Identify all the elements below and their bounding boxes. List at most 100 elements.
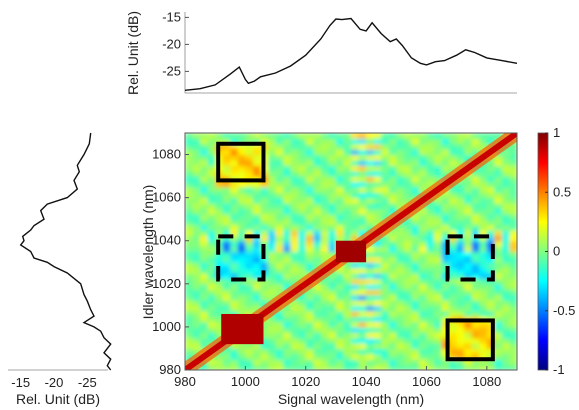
heatmap-cell (418, 273, 428, 280)
heatmap-cell (185, 321, 194, 328)
heatmap-cell (388, 181, 397, 188)
heatmap-cell (358, 321, 367, 328)
heatmap-cell (222, 294, 231, 301)
heatmap-cell (486, 359, 495, 366)
heatmap-cell (275, 224, 284, 231)
heatmap-cell (313, 138, 322, 145)
heatmap-cell (328, 154, 337, 161)
heatmap-cell (434, 159, 443, 166)
heatmap-cell (441, 289, 450, 296)
heatmap-cell (305, 138, 314, 145)
heatmap-cell (441, 299, 450, 306)
heatmap-cell (441, 283, 450, 290)
heatmap-cell (335, 181, 345, 188)
heatmap-cell (494, 289, 503, 296)
heatmap-cell (464, 321, 473, 328)
heatmap-cell (449, 203, 458, 210)
heatmap-cell (479, 197, 488, 204)
heatmap-cell (479, 203, 488, 210)
heatmap-cell (471, 192, 480, 199)
heatmap-cell (215, 186, 224, 193)
heatmap-cell (283, 316, 292, 323)
heatmap-cell (185, 294, 194, 301)
heatmap-cell (320, 278, 329, 285)
heatmap-cell (479, 267, 488, 274)
heatmap-cell (418, 337, 428, 344)
heatmap-cell (501, 154, 511, 161)
heatmap-cell (471, 229, 480, 236)
heatmap-cell (252, 294, 262, 301)
heatmap-cell (237, 149, 246, 156)
heatmap-cell (283, 273, 292, 280)
top-spectrum-line (184, 17, 518, 91)
heatmap-cell (471, 208, 480, 215)
heatmap-cell (509, 165, 517, 172)
heatmap-cell (343, 267, 352, 274)
heatmap-cell (479, 262, 488, 269)
heatmap-cell (328, 353, 337, 360)
heatmap-cell (388, 176, 397, 183)
heatmap-cell (215, 262, 224, 269)
heatmap-cell (192, 289, 201, 296)
heatmap-cell (486, 283, 495, 290)
heatmap-cell (305, 203, 314, 210)
heatmap-cell (290, 203, 299, 210)
heatmap-cell (207, 294, 216, 301)
heatmap-cell (381, 310, 390, 317)
heatmap-cell (275, 262, 284, 269)
heatmap-cell (351, 219, 360, 226)
heatmap-cell (509, 299, 517, 306)
heatmap-cell (192, 246, 201, 253)
heatmap-cell (313, 246, 322, 253)
heatmap-cell (434, 310, 443, 317)
heatmap-cell (456, 353, 465, 360)
heatmap-cell (418, 149, 428, 156)
heatmap-cell (222, 240, 231, 247)
heatmap-cell (200, 219, 209, 226)
heatmap-cell (494, 192, 503, 199)
heatmap-cell (501, 353, 511, 360)
heatmap-cell (358, 224, 367, 231)
heatmap-cell (268, 332, 277, 339)
heatmap-cell (260, 359, 269, 366)
heatmap-cell (185, 149, 194, 156)
heatmap-cell (260, 321, 269, 328)
heatmap-cell (471, 332, 480, 339)
heatmap-cell (366, 219, 375, 226)
heatmap-cell (305, 299, 314, 306)
heatmap-cell (343, 326, 352, 333)
heatmap-cell (305, 343, 314, 350)
heatmap-cell (411, 326, 420, 333)
heatmap-cell (290, 192, 299, 199)
heatmap-cell (426, 321, 435, 328)
heatmap-cell (388, 154, 397, 161)
heatmap-cell (494, 186, 503, 193)
heatmap-cell (426, 348, 435, 355)
heatmap-cell (388, 359, 397, 366)
heatmap-cell (298, 208, 307, 215)
heatmap-cell (388, 326, 397, 333)
heatmap-cell (426, 359, 435, 366)
heatmap-cell (396, 138, 405, 145)
heatmap-cell (298, 353, 307, 360)
heatmap-cell (449, 299, 458, 306)
y-tick-label: 980 (159, 362, 181, 377)
heatmap-cell (403, 251, 412, 258)
heatmap-cell (418, 310, 428, 317)
heatmap-cell (207, 133, 216, 139)
heatmap-cell (358, 348, 367, 355)
heatmap-cell (305, 348, 314, 355)
heatmap-cell (245, 213, 254, 220)
heatmap-cell (185, 192, 194, 199)
heatmap-cell (396, 310, 405, 317)
heatmap-cell (290, 316, 299, 323)
heatmap-cell (418, 359, 428, 366)
heatmap-cell (509, 273, 517, 280)
heatmap-cell (230, 208, 239, 215)
heatmap-cell (222, 283, 231, 290)
heatmap-cell (351, 170, 360, 177)
heatmap-cell (252, 219, 262, 226)
heatmap-cell (335, 359, 345, 366)
heatmap-cell (373, 219, 382, 226)
heatmap-cell (185, 213, 194, 220)
